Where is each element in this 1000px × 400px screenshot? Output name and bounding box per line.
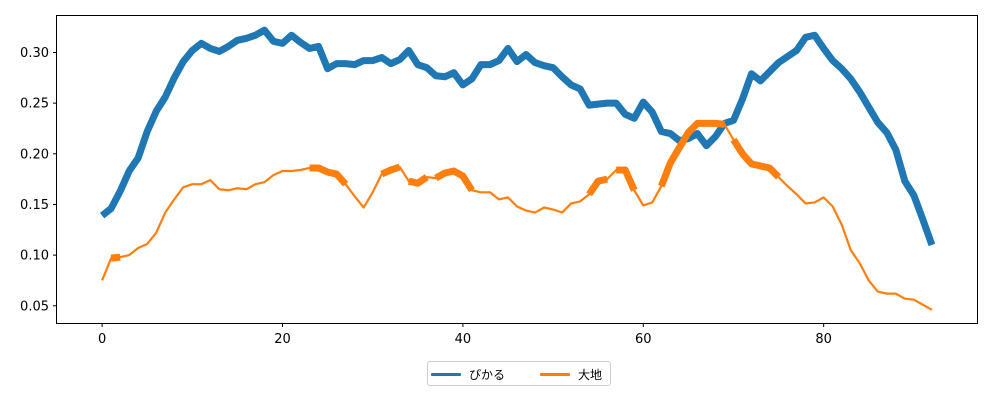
y-tick-label-0: 0.05 bbox=[20, 299, 49, 314]
legend-swatch-0 bbox=[431, 373, 461, 376]
series-line-1 bbox=[101, 122, 933, 311]
legend-label-1: 大地 bbox=[578, 368, 603, 382]
legend: ぴかる 大地 bbox=[427, 361, 611, 386]
series-1-highlight-5 bbox=[586, 175, 608, 197]
y-tick-label-4: 0.25 bbox=[20, 97, 49, 112]
plot-frame bbox=[56, 15, 978, 324]
series-1-highlight-8 bbox=[730, 137, 782, 180]
x-tick-label-4: 80 bbox=[815, 332, 832, 347]
legend-swatch-1 bbox=[540, 373, 570, 376]
series-1-highlight-6 bbox=[616, 166, 638, 192]
y-tick-label-2: 0.15 bbox=[20, 198, 49, 213]
x-tick-label-0: 0 bbox=[98, 332, 106, 347]
x-tick-label-2: 40 bbox=[455, 332, 472, 347]
y-tick-label-5: 0.30 bbox=[20, 46, 49, 61]
series-line-0 bbox=[99, 26, 936, 247]
series-1-highlight-3 bbox=[407, 174, 429, 187]
legend-entry-1: 大地 bbox=[540, 366, 602, 383]
series-1-highlight-0 bbox=[110, 253, 121, 262]
series-1-highlight-4 bbox=[434, 167, 475, 193]
legend-entry-0: ぴかる bbox=[431, 366, 505, 383]
y-tick-label-1: 0.10 bbox=[20, 249, 49, 264]
series-1-highlight-7 bbox=[658, 119, 725, 188]
series-1-highlight-1 bbox=[309, 164, 349, 187]
legend-label-0: ぴかる bbox=[469, 368, 506, 382]
x-tick-label-3: 60 bbox=[635, 332, 652, 347]
y-tick-label-3: 0.20 bbox=[20, 147, 49, 162]
series-1-highlight-2 bbox=[380, 163, 401, 178]
x-tick-label-1: 20 bbox=[274, 332, 291, 347]
